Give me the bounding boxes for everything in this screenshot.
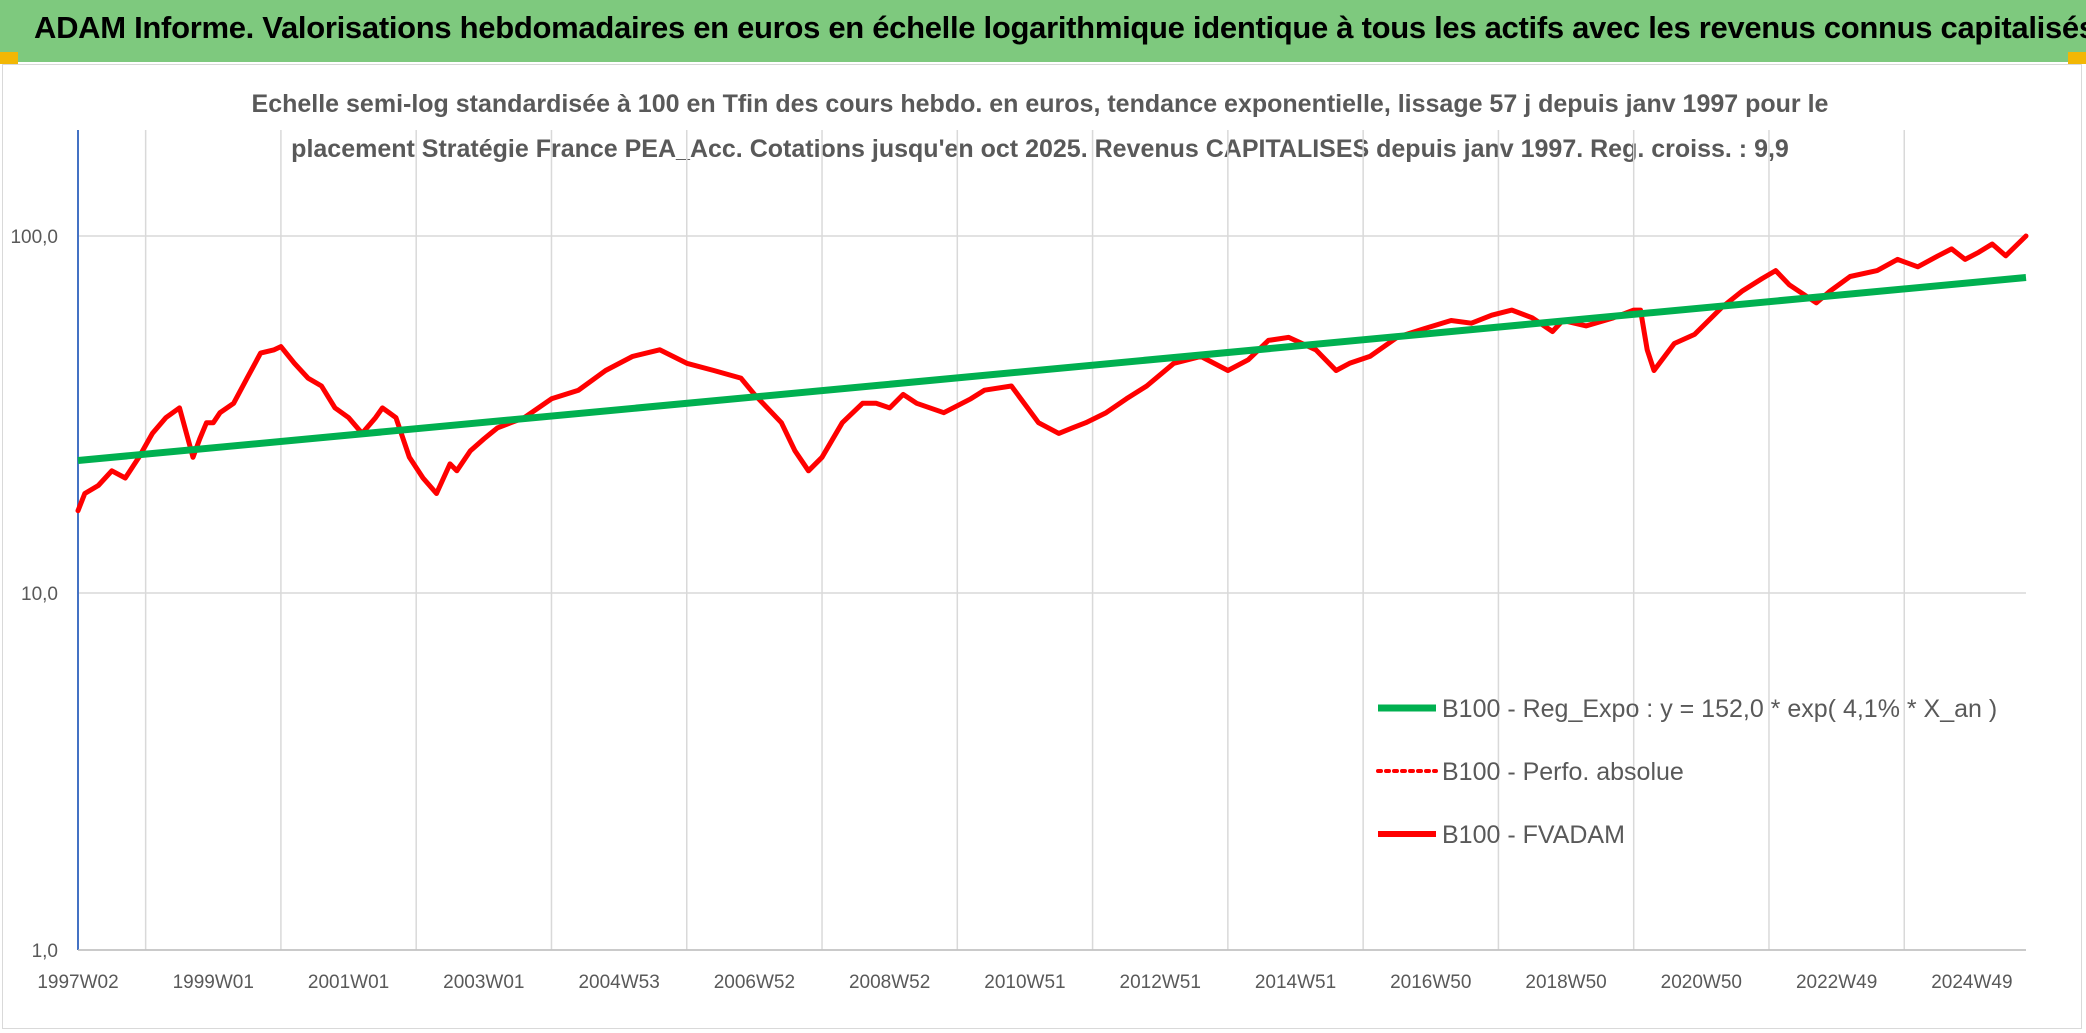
chart-frame <box>2 64 2082 1029</box>
corner-marker-right <box>2068 52 2086 64</box>
y-tick-label: 1,0 <box>32 941 58 962</box>
x-tick-label: 1997W02 <box>37 972 118 993</box>
x-tick-label: 2014W51 <box>1255 972 1336 993</box>
x-tick-label: 2024W49 <box>1931 972 2012 993</box>
gridlines <box>78 130 2026 951</box>
report-banner: ADAM Informe. Valorisations hebdomadaire… <box>0 0 2086 62</box>
series-line-reg-expo <box>77 274 2027 464</box>
x-tick-label: 2022W49 <box>1796 972 1877 993</box>
x-tick-label: 2010W51 <box>984 972 1065 993</box>
x-tick-label: 2020W50 <box>1661 972 1742 993</box>
x-tick-label: 2003W01 <box>443 972 524 993</box>
x-tick-label: 2018W50 <box>1525 972 1606 993</box>
chart-legend: B100 - Reg_Expo : y = 152,0 * exp( 4,1% … <box>1376 695 1997 849</box>
axes <box>77 130 2026 951</box>
chart-subtitle-line-2: placement Stratégie France PEA_Acc. Cota… <box>291 135 1789 163</box>
y-tick-label: 100,0 <box>10 227 58 248</box>
x-tick-label: 2012W51 <box>1120 972 1201 993</box>
report-title: ADAM Informe. Valorisations hebdomadaire… <box>34 10 2086 45</box>
series-line-fvadam <box>75 233 2029 514</box>
x-tick-label: 2004W53 <box>578 972 659 993</box>
y-axis-ticks: 100,0 10,0 1,0 <box>10 227 58 962</box>
legend-label-fvadam: B100 - FVADAM <box>1442 821 1625 849</box>
x-tick-label: 2016W50 <box>1390 972 1471 993</box>
legend-label-perfo-absolue: B100 - Perfo. absolue <box>1442 758 1684 786</box>
legend-label-reg-expo: B100 - Reg_Expo : y = 152,0 * exp( 4,1% … <box>1442 695 1997 723</box>
y-tick-label: 10,0 <box>21 584 58 605</box>
x-axis-ticks: 1997W02 1999W01 2001W01 2003W01 2004W53 2006W… <box>37 972 2012 993</box>
x-tick-label: 1999W01 <box>173 972 254 993</box>
chart-subtitle-line-1: Echelle semi-log standardisée à 100 en T… <box>251 90 1829 118</box>
series-lines <box>75 233 2029 514</box>
x-tick-label: 2006W52 <box>714 972 795 993</box>
x-tick-label: 2001W01 <box>308 972 389 993</box>
x-tick-label: 2008W52 <box>849 972 930 993</box>
corner-marker-left <box>0 52 18 64</box>
